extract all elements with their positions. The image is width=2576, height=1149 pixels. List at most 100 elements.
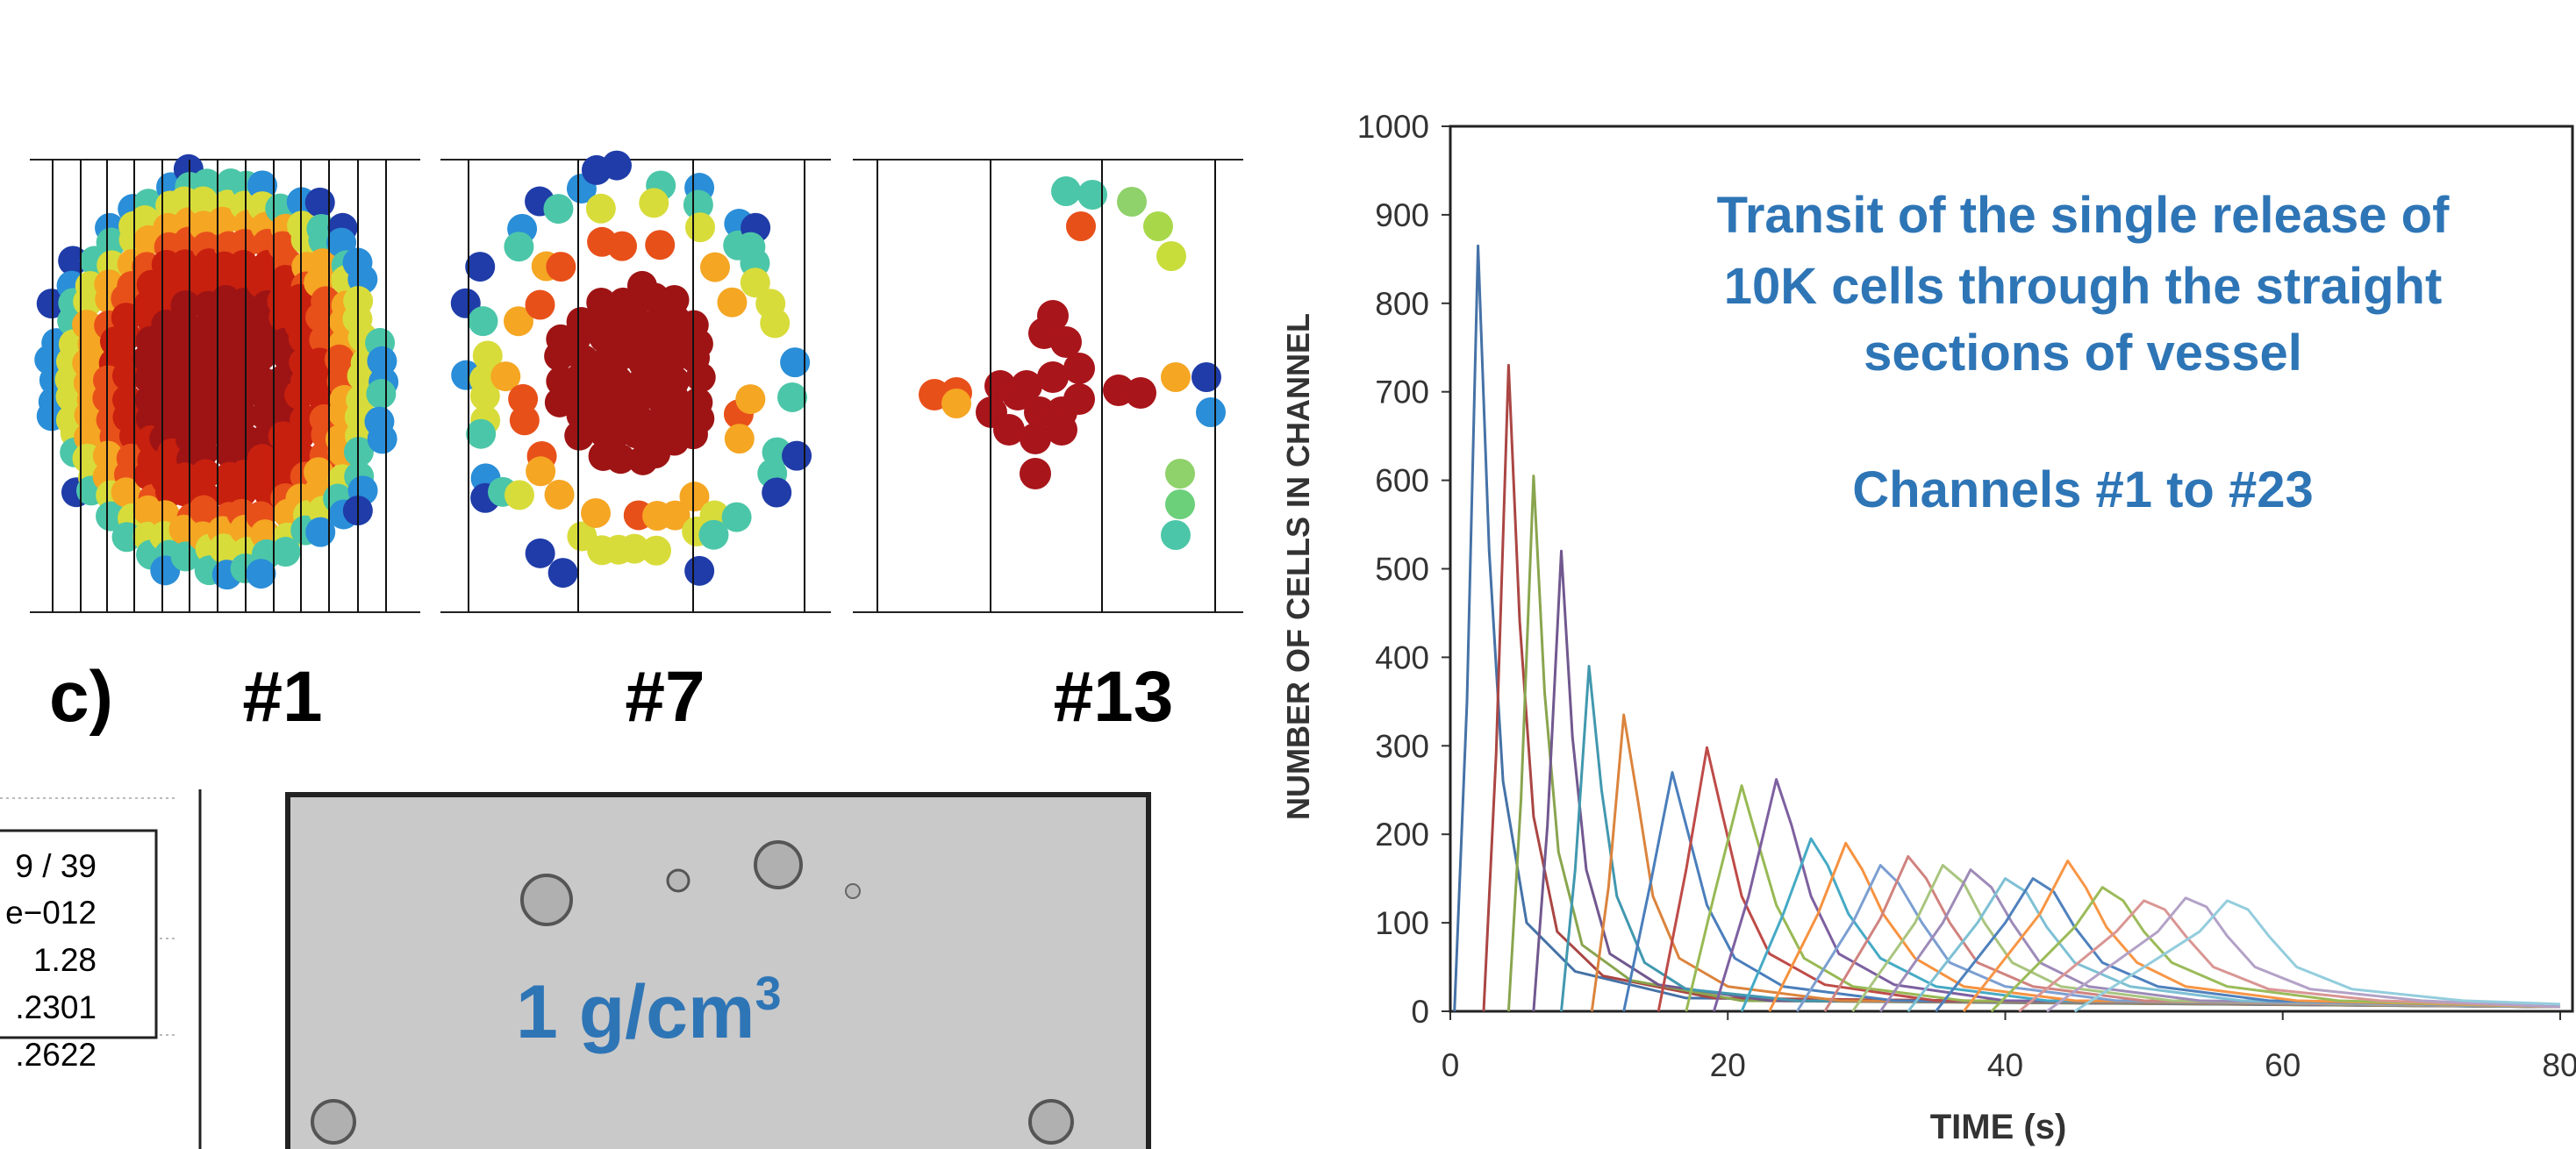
cell-ball	[510, 405, 540, 435]
series-line	[1534, 551, 2560, 1011]
stats-box: 9 / 39 e−012 1.28 .2301 .2622	[0, 789, 200, 1149]
x-tick-label: 0	[1442, 1047, 1460, 1083]
y-tick-label: 300	[1375, 728, 1429, 764]
chart-annotation: Channels #1 to #23	[1852, 461, 2313, 518]
y-tick-label: 900	[1375, 197, 1429, 233]
y-tick-label: 700	[1375, 375, 1429, 410]
cell-ball	[586, 194, 616, 224]
cell-ball	[543, 194, 573, 224]
cell-panels	[30, 151, 1243, 612]
cell-ball	[469, 306, 498, 336]
chart-annotation: sections of vessel	[1864, 325, 2302, 382]
y-tick-label: 600	[1375, 463, 1429, 499]
cell-ball	[1066, 211, 1096, 241]
cell-ball	[639, 188, 669, 218]
cell-ball	[1161, 362, 1191, 392]
series-line	[1624, 773, 2560, 1011]
cell-ball	[700, 253, 730, 282]
y-tick-label: 400	[1375, 639, 1429, 675]
cell-ball	[1011, 370, 1042, 402]
cell-ball	[780, 347, 810, 377]
series-line	[1592, 715, 2560, 1011]
cell-ball	[1051, 176, 1081, 206]
stats-text: .2622	[15, 1037, 97, 1073]
cell-ball	[466, 419, 496, 449]
cell-ball	[641, 536, 671, 566]
cell-ball	[246, 559, 275, 589]
cell-ball	[1156, 241, 1186, 271]
cell-ball	[504, 232, 533, 261]
chart-annotation: Transit of the single release of	[1717, 187, 2450, 244]
cell-ball	[645, 230, 675, 260]
cell-ball	[581, 498, 611, 528]
cell-ball	[941, 389, 971, 418]
cell-ball	[1143, 211, 1173, 241]
cell-ball	[762, 477, 791, 507]
stats-text: 9 / 39	[15, 848, 97, 884]
view-label: #13	[1054, 657, 1174, 737]
cell-ball	[1037, 300, 1069, 332]
x-tick-label: 60	[2265, 1047, 2301, 1083]
chart-annotation: 10K cells through the straight	[1724, 258, 2443, 315]
cell	[668, 870, 689, 891]
cell	[846, 884, 860, 898]
view-label: #7	[625, 657, 705, 737]
x-tick-label: 20	[1710, 1047, 1746, 1083]
y-axis-label: NUMBER OF CELLS IN CHANNEL	[1280, 313, 1316, 820]
cell-ball	[684, 556, 714, 586]
density-superscript: 3	[755, 967, 781, 1020]
cell-ball	[526, 290, 555, 320]
cell-ball	[1046, 414, 1077, 446]
view-label: #1	[242, 657, 322, 737]
series-line	[1658, 747, 2560, 1011]
cell-ball	[1117, 187, 1147, 217]
panel-label: c)	[49, 657, 113, 737]
micrograph: 1 g/cm3	[288, 795, 1148, 1149]
cell-ball	[1063, 383, 1095, 415]
cell-ball	[1165, 489, 1195, 519]
x-tick-label: 80	[2542, 1047, 2576, 1083]
cell-ball	[777, 382, 807, 412]
stats-text: e−012	[5, 895, 97, 931]
density-label: 1 g/cm3	[516, 967, 782, 1054]
cell-ball	[465, 252, 495, 282]
y-tick-label: 500	[1375, 552, 1429, 588]
cell-ball	[368, 424, 397, 453]
figure: c) #1 #7 #13 9 / 39 e−012 1.28 .2301 .26…	[0, 0, 2576, 1149]
cell-ball	[1165, 459, 1195, 489]
stats-text: .2301	[15, 989, 97, 1025]
cell	[522, 875, 571, 924]
cell-ball	[1125, 377, 1156, 409]
series-line	[1742, 839, 2560, 1011]
cell-ball	[546, 252, 576, 282]
x-axis-label: TIME (s)	[1930, 1108, 2067, 1146]
cell-ball	[735, 384, 765, 414]
cell-ball	[305, 188, 335, 218]
cell	[755, 842, 801, 888]
density-text: 1 g/cm	[516, 970, 755, 1054]
y-tick-label: 1000	[1357, 109, 1429, 145]
line-chart: 0100200300400500600700800900100002040608…	[1280, 109, 2576, 1146]
y-tick-label: 100	[1375, 905, 1429, 941]
cell-ball	[602, 151, 632, 181]
y-tick-label: 200	[1375, 817, 1429, 853]
cell-ball	[1191, 362, 1221, 392]
cell-ball	[725, 424, 755, 453]
cell-ball	[782, 441, 812, 471]
cell	[312, 1101, 354, 1143]
stats-text: 1.28	[33, 942, 97, 978]
cell-ball	[1161, 520, 1191, 550]
cell-ball	[504, 480, 534, 510]
cell-ball	[685, 212, 715, 242]
cell-ball	[760, 308, 790, 338]
cell-ball	[1196, 397, 1226, 427]
y-tick-label: 800	[1375, 286, 1429, 322]
cell-ball	[366, 379, 396, 409]
cell	[1030, 1101, 1072, 1143]
y-tick-label: 0	[1411, 994, 1429, 1030]
cell-ball	[1020, 458, 1051, 489]
cell-ball	[526, 539, 555, 568]
cell-ball	[717, 288, 747, 318]
series-line	[1562, 667, 2561, 1012]
cell-ball	[545, 480, 575, 510]
